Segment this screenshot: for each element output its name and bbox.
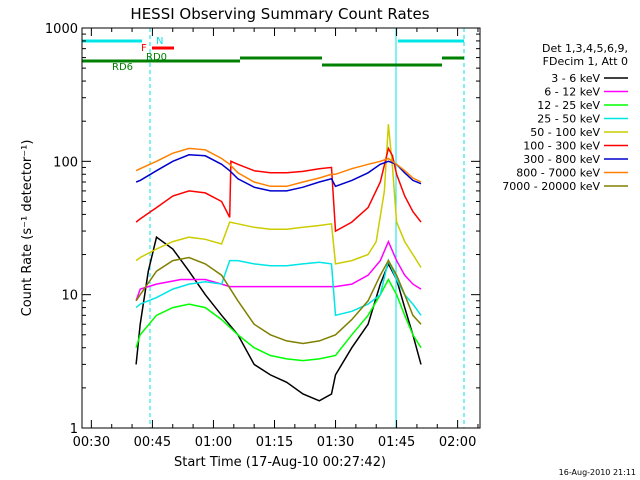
- y-tick-label: 10: [61, 289, 78, 304]
- legend-entry-label: 800 - 7000 keV: [516, 167, 600, 180]
- chart-title: HESSI Observing Summary Count Rates: [130, 5, 429, 23]
- series-line: [135, 277, 422, 362]
- series-line: [135, 146, 422, 233]
- x-tick-label: 00:30: [73, 435, 110, 450]
- legend-header: Det 1,3,4,5,6,9,: [542, 42, 628, 55]
- x-tick-label: 01:15: [256, 435, 293, 450]
- series-line: [135, 256, 422, 345]
- legend-entry-label: 50 - 100 keV: [530, 126, 600, 139]
- series-line: [135, 235, 422, 402]
- series-line: [135, 258, 422, 317]
- flag-label: F: [141, 43, 147, 54]
- legend-entry-label: 3 - 6 keV: [551, 72, 600, 85]
- legend-entry-label: 100 - 300 keV: [523, 140, 600, 153]
- x-axis: 00:30 00:45 01:00 01:15 01:30 01:45 02:00: [73, 28, 479, 450]
- y-tick-label: 100: [53, 155, 78, 170]
- series-line: [135, 239, 422, 302]
- series-line: [135, 124, 422, 268]
- plot-frame: [81, 27, 481, 429]
- series-line: [135, 147, 422, 188]
- legend-entry-label: 6 - 12 keV: [544, 86, 600, 99]
- legend-entry-label: 25 - 50 keV: [537, 113, 600, 126]
- flag-label: RD6: [112, 62, 133, 73]
- flag-label: RD0: [146, 52, 167, 63]
- y-axis-label: Count Rate (s⁻¹ detector⁻¹): [20, 140, 35, 317]
- x-tick-label: 01:45: [378, 435, 415, 450]
- legend-entry-label: 12 - 25 keV: [537, 99, 600, 112]
- x-tick-label: 00:45: [134, 435, 171, 450]
- x-tick-label: 01:00: [195, 435, 232, 450]
- x-axis-label: Start Time (17-Aug-10 00:27:42): [174, 455, 386, 470]
- flag-label: N: [156, 36, 163, 47]
- x-tick-label: 02:00: [439, 435, 476, 450]
- y-tick-label: 1: [70, 422, 78, 437]
- series-line: [135, 154, 422, 192]
- y-axis: 1 10 100 1000: [45, 22, 480, 437]
- x-tick-label: 01:30: [317, 435, 354, 450]
- footer-date: 16-Aug-2010 21:11: [559, 468, 636, 477]
- legend-header: FDecim 1, Att 0: [543, 55, 628, 68]
- y-tick-label: 1000: [45, 22, 78, 37]
- legend: Det 1,3,4,5,6,9,FDecim 1, Att 0 3 - 6 keV…: [502, 42, 628, 193]
- legend-entry-label: 7000 - 20000 keV: [502, 180, 600, 193]
- legend-entry-label: 300 - 800 keV: [523, 153, 600, 166]
